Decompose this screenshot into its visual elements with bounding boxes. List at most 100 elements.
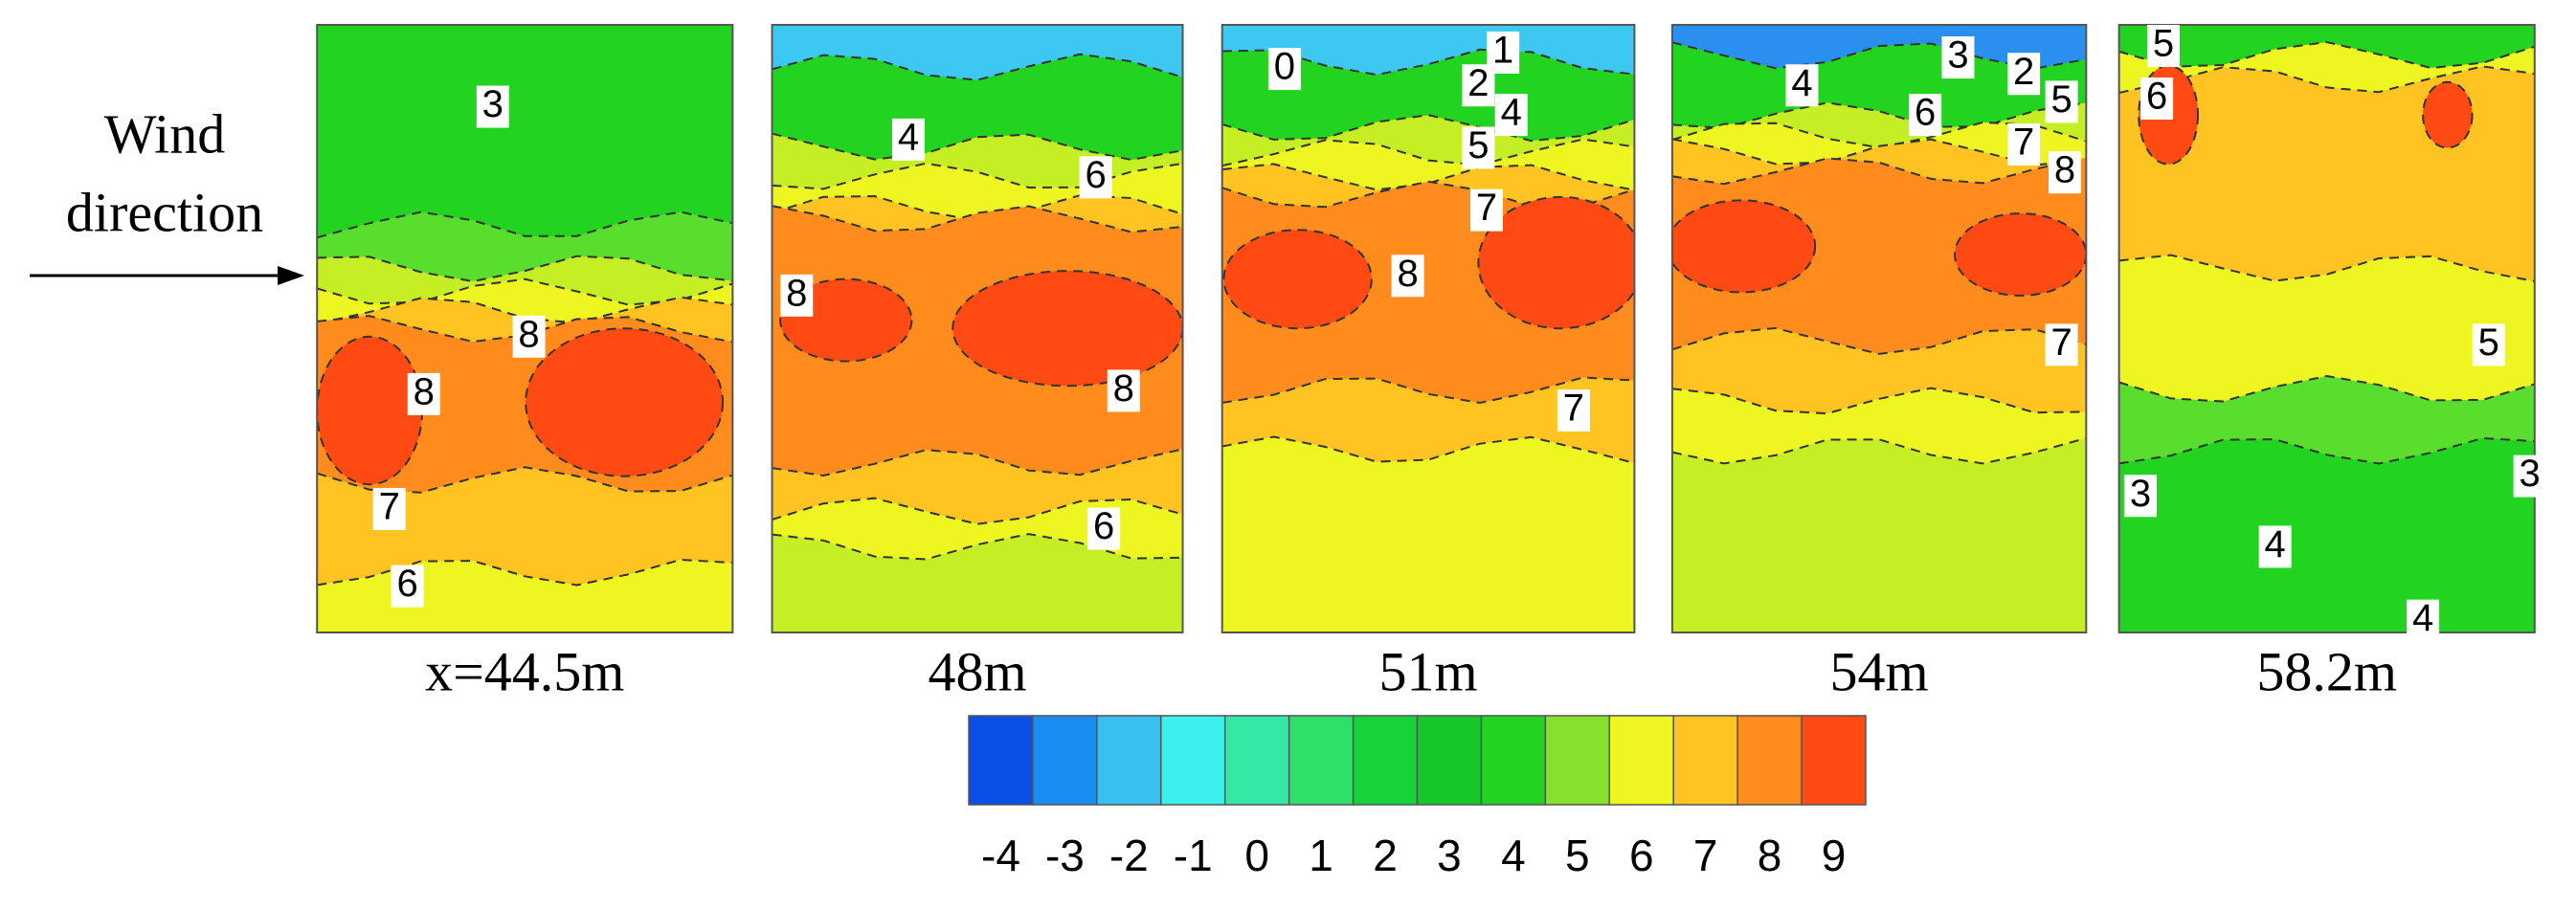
panel-label: 58.2m [2256,640,2397,702]
contour-panel: 3 8 8 7 6 [316,24,734,633]
contour-label-bg [1267,48,1301,91]
contour-label: 0 [1274,46,1295,88]
contour-label: 2 [1467,62,1489,104]
contour-blob [952,270,1183,388]
contour-line [1671,436,2087,465]
contour-label: 3 [2130,473,2151,515]
contour-label-bg [2007,123,2041,166]
colorbar-tick-label: 3 [1437,831,1462,880]
contour-panel: 0 21 45 7 8 7 [1221,24,1636,633]
contour-label-bg [2140,77,2174,120]
contour-line [772,194,1183,222]
contour-blob [1671,199,1817,294]
colorbar-cell [1288,715,1355,806]
contour-label-bg [2045,80,2078,123]
contour-line [1221,138,1635,167]
colorbar-tick-label: 6 [1629,831,1654,880]
contour-line [1221,163,1635,191]
contour-label: 6 [1915,92,1936,134]
contour-label-bg [391,565,424,608]
contour-fill [1671,25,2087,632]
contour-label-bg [1487,31,1520,74]
contour-label: 7 [1476,187,1497,229]
contour-label-bg [2123,475,2157,518]
panel-border [2117,24,2536,633]
contour-line [1671,156,2087,186]
wind-arrow-head [278,266,304,285]
contour-blob [2422,80,2474,149]
contour-line [1221,180,1635,209]
contour-line [2118,436,2535,465]
contour-line [2118,65,2535,94]
contour-band [2118,438,2535,632]
contour-label-bg [780,274,814,317]
contour-label: 8 [2054,149,2075,191]
contour-line [772,497,1183,525]
contour-label: 4 [1791,62,1812,104]
contour-panel: 5 6 5 3 4 3 4 [2117,23,2546,642]
colorbar-tick-label: 2 [1373,831,1398,880]
colorbar-cell [1032,715,1098,806]
colorbar-cell [968,715,1034,806]
colorbar-tick-label: -2 [1109,831,1149,880]
colorbar-cell [1608,715,1674,806]
contour-label-bg [2258,525,2292,568]
contour-label-bg [2407,599,2440,642]
contour-line [1221,114,1635,143]
contour-line [772,533,1183,561]
contour-label: 1 [1492,29,1513,71]
contour-line [317,211,733,239]
colorbar-tick-label: 9 [1822,831,1847,880]
contour-label-bg [476,85,509,128]
contour-label: 6 [1093,505,1114,547]
contour-line [1671,387,2087,415]
contour-band [1221,436,1635,632]
colorbar-cell [1544,715,1611,806]
panel-label: 54m [1830,640,1929,702]
contour-label: 3 [2520,453,2541,495]
contour-line [1671,138,2087,166]
contour-line [317,277,733,306]
contour-panel: 4 6 8 8 6 [771,24,1184,633]
contour-line [772,132,1183,162]
contour-blob [1954,212,2087,297]
contour-line [772,162,1183,190]
colorbar-cell [1801,715,1867,806]
contour-line [772,53,1183,81]
colorbar-tick-label: 7 [1693,831,1718,880]
contour-label: 7 [379,486,400,528]
contour-line [1221,376,1635,405]
colorbar-tick-label: 8 [1758,831,1782,880]
contour-blob [1477,195,1635,330]
panel-border [771,24,1184,633]
contour-label-bg [1079,156,1112,199]
colorbar-cell [1096,715,1162,806]
contour-label-bg [1557,389,1590,432]
contour-label: 8 [414,370,435,412]
contour-label: 7 [1563,388,1584,430]
contour-label: 4 [2412,597,2433,639]
panel-label: x=44.5m [425,640,624,702]
contour-label: 4 [1501,92,1522,134]
contour-label-bg [2007,53,2041,96]
contour-label: 8 [1397,253,1418,295]
contour-label-bg [1391,255,1424,298]
contour-line [2118,40,2535,70]
contour-line [2118,374,2535,403]
contour-label: 7 [2013,122,2034,164]
contour-label: 5 [2478,321,2499,364]
contour-fill [2118,25,2535,632]
contour-band [772,534,1183,632]
colorbar-cell [1416,715,1483,806]
contour-label: 8 [518,313,539,355]
colorbar-cell [1160,715,1226,806]
colorbar-cell [1736,715,1803,806]
colorbar-tick-label: 5 [1565,831,1590,880]
panel-border [1670,24,2088,633]
contour-label: 5 [2050,78,2072,121]
contour-label: 2 [2013,51,2034,93]
contour-line [772,448,1183,477]
panel-label: 51m [1378,640,1477,702]
contour-label: 5 [2153,23,2174,65]
